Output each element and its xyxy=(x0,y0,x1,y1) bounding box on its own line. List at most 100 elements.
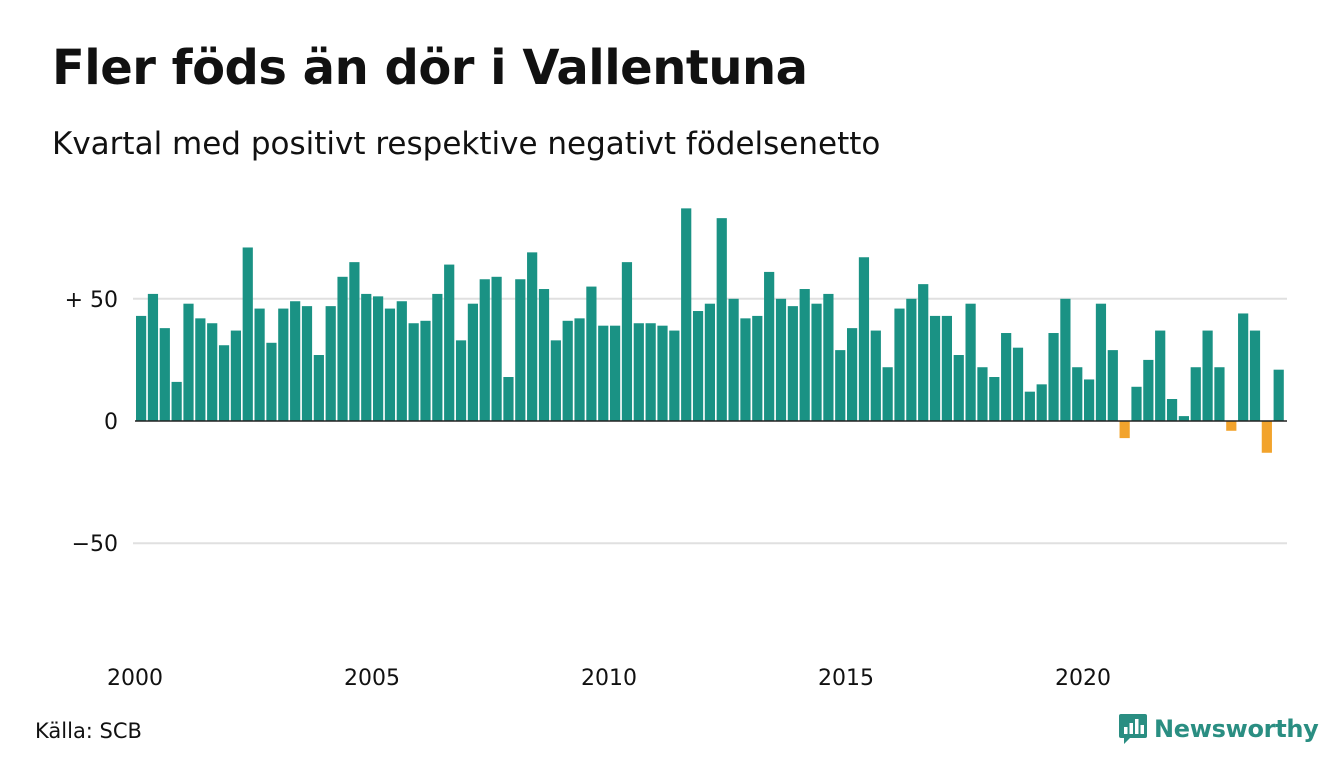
bar xyxy=(183,303,194,421)
newsworthy-logo-icon xyxy=(1119,714,1147,744)
bar xyxy=(610,325,621,421)
bar xyxy=(1143,359,1154,421)
bar xyxy=(396,301,407,421)
bar xyxy=(159,328,170,421)
bar xyxy=(455,340,467,421)
bar xyxy=(1190,367,1201,421)
bar xyxy=(870,330,881,421)
bar xyxy=(1012,347,1024,421)
y-tick-label: −50 xyxy=(72,532,118,557)
bar xyxy=(408,323,419,421)
bar xyxy=(989,377,1000,421)
bar xyxy=(1001,333,1012,421)
chart-subtitle: Kvartal med positivt respektive negativt… xyxy=(52,126,881,162)
bar xyxy=(1178,416,1189,421)
bar xyxy=(941,315,952,421)
bar xyxy=(799,289,810,421)
bar xyxy=(1273,369,1284,421)
bar xyxy=(929,315,941,421)
bar xyxy=(645,323,656,421)
bar xyxy=(503,377,514,421)
x-tick-label: 2015 xyxy=(818,666,874,691)
bar xyxy=(313,355,324,421)
bar xyxy=(586,286,597,421)
y-axis-ticks: + 50 0 −50 xyxy=(65,288,118,557)
chart-title: Fler föds än dör i Vallentuna xyxy=(52,40,808,96)
y-tick-label: 0 xyxy=(104,410,118,435)
bar xyxy=(491,276,502,421)
bar xyxy=(704,303,715,421)
bar xyxy=(290,301,301,421)
bar xyxy=(918,284,929,421)
bar xyxy=(1119,421,1130,439)
bar xyxy=(467,303,478,421)
y-tick-label: + 50 xyxy=(65,288,118,313)
bar xyxy=(301,306,313,421)
bar xyxy=(787,306,798,421)
bar xyxy=(444,264,455,421)
bar xyxy=(432,293,443,421)
bar xyxy=(752,315,763,421)
bar xyxy=(361,293,372,421)
bar xyxy=(218,345,230,421)
bar xyxy=(562,320,573,421)
bar xyxy=(1060,298,1071,421)
bar xyxy=(1226,421,1237,431)
bar xyxy=(479,279,490,421)
x-tick-label: 2000 xyxy=(107,666,163,691)
bar xyxy=(538,289,550,421)
bar xyxy=(1214,367,1225,421)
bar xyxy=(977,367,988,421)
bar xyxy=(574,318,585,421)
bar xyxy=(882,367,893,421)
bar xyxy=(764,271,775,421)
bar xyxy=(598,325,609,421)
bar xyxy=(1238,313,1249,421)
source-note: Källa: SCB xyxy=(35,719,142,743)
bar xyxy=(147,293,159,421)
bar xyxy=(1048,333,1059,421)
brand-logo: Newsworthy xyxy=(1118,712,1319,746)
bar xyxy=(373,296,384,421)
bar xyxy=(242,247,253,421)
bar xyxy=(515,279,526,421)
bars xyxy=(136,208,1284,453)
bar xyxy=(207,323,218,421)
bar xyxy=(384,308,396,421)
bar xyxy=(1249,330,1261,421)
bar xyxy=(953,355,964,421)
bar xyxy=(1072,367,1083,421)
bar xyxy=(716,218,727,421)
bar xyxy=(420,320,431,421)
bar xyxy=(858,257,870,421)
bar xyxy=(633,323,644,421)
grid-lines xyxy=(133,297,1287,545)
bar xyxy=(527,252,538,421)
bar xyxy=(621,262,633,421)
bar xyxy=(1166,399,1178,421)
x-tick-label: 2020 xyxy=(1055,666,1111,691)
x-tick-label: 2005 xyxy=(344,666,400,691)
bar xyxy=(1131,386,1142,421)
bar xyxy=(550,340,561,421)
bar xyxy=(325,306,336,421)
bar xyxy=(230,330,241,421)
brand-name: Newsworthy xyxy=(1154,715,1319,743)
bar xyxy=(266,342,277,421)
bar xyxy=(657,325,668,421)
bar xyxy=(1155,330,1166,421)
bar xyxy=(349,262,360,421)
bar xyxy=(823,293,834,421)
bar xyxy=(337,276,348,421)
bar xyxy=(1202,330,1213,421)
bar xyxy=(692,311,704,421)
bar xyxy=(278,308,289,421)
bar xyxy=(965,303,976,421)
x-tick-label: 2010 xyxy=(581,666,637,691)
bar xyxy=(775,298,787,421)
bar xyxy=(847,328,858,421)
bar xyxy=(728,298,739,421)
bar xyxy=(669,330,680,421)
bar xyxy=(811,303,822,421)
